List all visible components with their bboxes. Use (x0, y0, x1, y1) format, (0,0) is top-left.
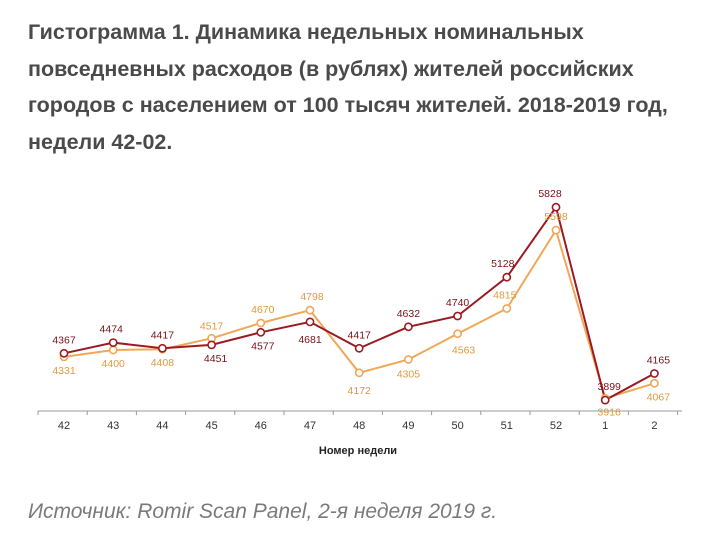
data-point (59, 348, 69, 358)
data-point (403, 322, 413, 332)
data-label: 4400 (102, 358, 126, 370)
data-label: 4815 (493, 290, 517, 302)
data-point (108, 338, 118, 347)
data-point (305, 305, 315, 315)
x-tick-label: 43 (107, 420, 119, 432)
data-point (207, 340, 216, 350)
x-tick-label: 1 (602, 420, 608, 432)
x-tick-label: 42 (58, 420, 70, 432)
x-axis-ticks (37, 411, 679, 415)
data-label: 4798 (300, 291, 324, 303)
x-axis-label: Номер недели (319, 445, 397, 457)
data-label: 4408 (151, 357, 175, 369)
data-label: 5128 (491, 258, 515, 270)
data-point (108, 345, 118, 355)
x-tick-label: 51 (501, 420, 513, 432)
data-label: 4474 (100, 324, 124, 336)
data-label: 4165 (647, 355, 671, 367)
source-note: Источник: Romir Scan Panel, 2-я неделя 2… (28, 500, 498, 523)
data-point (600, 395, 610, 405)
data-point (650, 378, 659, 388)
data-label: 4632 (397, 308, 421, 320)
data-point (305, 317, 315, 327)
data-label: 3899 (598, 381, 622, 393)
data-point (650, 369, 659, 378)
data-labels: 4367 4474 4417 4451 4577 4681 4417 4632 4740 5128… (52, 188, 670, 418)
data-label: 5598 (544, 211, 568, 223)
data-point (453, 311, 462, 321)
data-label: 4417 (348, 329, 372, 341)
x-tick-label: 47 (304, 420, 316, 432)
data-label: 4331 (52, 365, 76, 377)
data-point (256, 327, 266, 337)
data-label: 4367 (52, 334, 76, 346)
data-label: 4681 (298, 334, 322, 346)
series-points (59, 202, 659, 405)
x-tick-label: 44 (156, 420, 168, 432)
x-tick-label: 52 (550, 420, 562, 432)
data-point (551, 202, 561, 212)
data-label: 4451 (204, 353, 228, 365)
data-label: 4417 (151, 329, 175, 341)
data-point (256, 318, 266, 328)
data-label: 4740 (446, 297, 470, 309)
data-label: 4670 (251, 304, 275, 316)
data-label: 4577 (251, 340, 275, 352)
data-point (502, 304, 512, 313)
x-tick-labels: 42 43 44 45 46 47 48 49 50 51 52 1 2 (58, 420, 658, 432)
data-point (403, 355, 413, 364)
data-label: 4305 (397, 369, 421, 381)
data-label: 3916 (598, 406, 622, 418)
data-label: 4563 (452, 345, 476, 357)
page-title: Гистограмма 1. Динамика недельных номина… (28, 20, 668, 154)
data-point (157, 343, 167, 353)
data-point (354, 343, 364, 353)
data-label: 5828 (538, 188, 562, 200)
data-label: 4067 (647, 391, 671, 403)
x-tick-label: 2 (651, 420, 657, 432)
data-point (453, 329, 462, 339)
data-label: 4517 (200, 320, 224, 332)
data-point (502, 272, 512, 282)
x-tick-label: 48 (353, 420, 365, 432)
data-point (354, 368, 364, 378)
data-point (551, 225, 561, 235)
data-label: 4172 (348, 385, 372, 397)
x-tick-label: 49 (402, 420, 414, 432)
x-tick-label: 50 (451, 420, 463, 432)
x-tick-label: 45 (205, 420, 217, 432)
x-tick-label: 46 (255, 420, 267, 432)
